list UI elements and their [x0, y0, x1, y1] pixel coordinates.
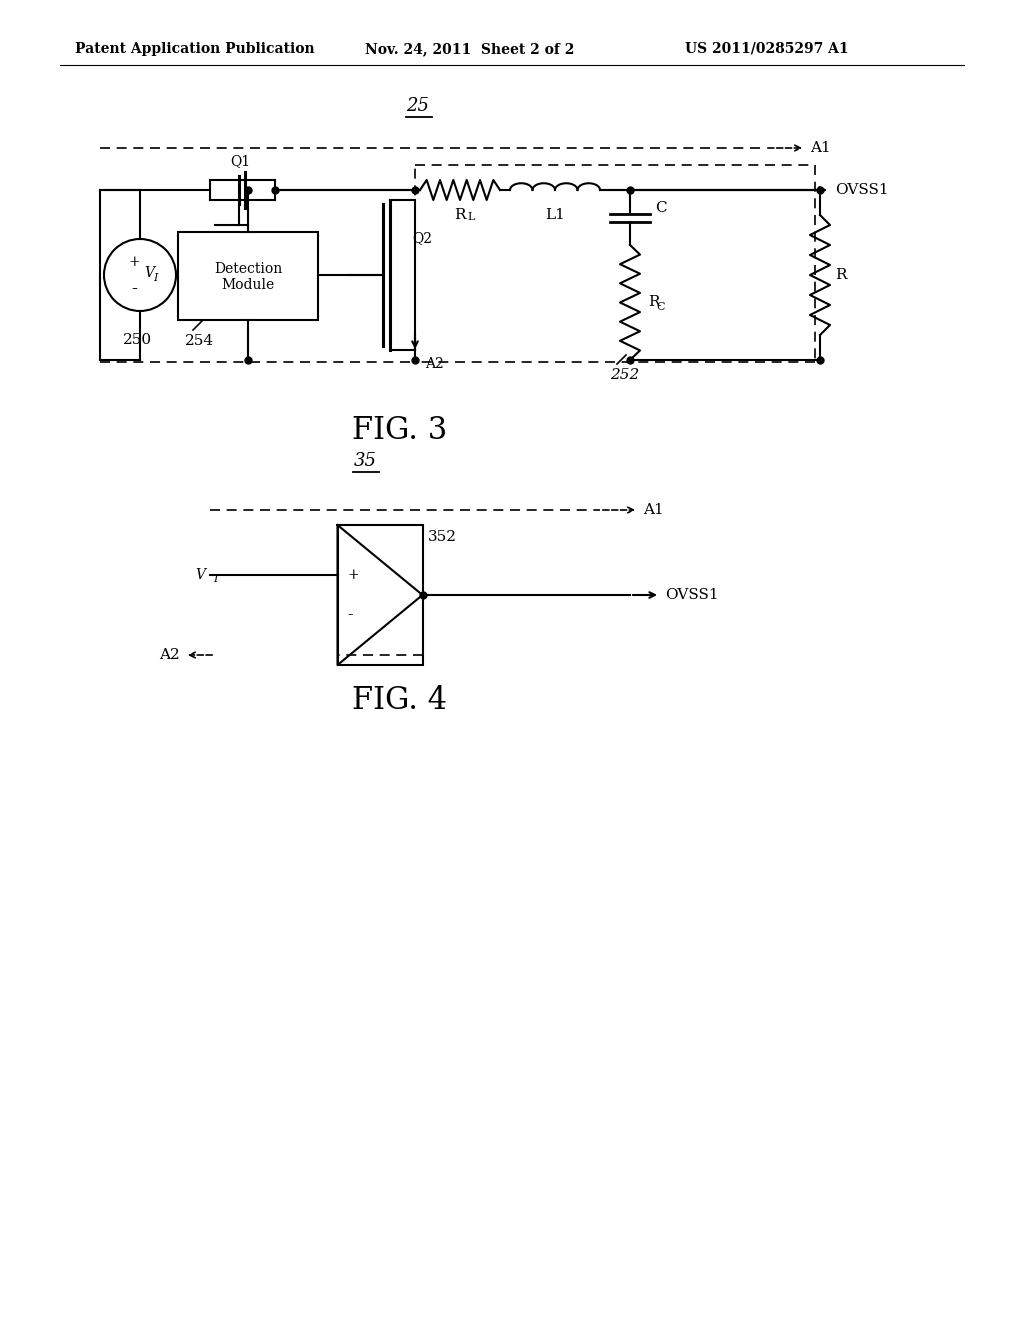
Text: Detection: Detection	[214, 261, 283, 276]
Text: -: -	[131, 280, 137, 298]
Text: Q2: Q2	[412, 231, 432, 246]
Text: +: +	[347, 568, 359, 582]
Text: A1: A1	[643, 503, 664, 517]
Text: US 2011/0285297 A1: US 2011/0285297 A1	[685, 42, 849, 55]
Bar	[178, 232, 318, 319]
Text: -: -	[347, 606, 353, 623]
Text: Patent Application Publication: Patent Application Publication	[75, 42, 314, 55]
Text: V: V	[144, 267, 154, 280]
Text: OVSS1: OVSS1	[835, 183, 889, 197]
Text: I: I	[153, 273, 158, 282]
Text: V: V	[195, 568, 205, 582]
Text: L: L	[467, 213, 474, 222]
Text: A2: A2	[160, 648, 180, 663]
Text: 352: 352	[427, 531, 457, 544]
Text: I: I	[213, 574, 217, 583]
Text: Nov. 24, 2011  Sheet 2 of 2: Nov. 24, 2011 Sheet 2 of 2	[365, 42, 574, 55]
Text: Module: Module	[221, 279, 274, 292]
Text: C: C	[656, 301, 665, 312]
Text: OVSS1: OVSS1	[665, 587, 719, 602]
Text: FIG. 3: FIG. 3	[352, 414, 447, 446]
Text: Q1: Q1	[230, 154, 250, 168]
Text: R: R	[455, 209, 466, 222]
Bar	[338, 525, 423, 665]
Text: +: +	[128, 255, 140, 269]
Text: 254: 254	[185, 334, 215, 348]
Text: R: R	[835, 268, 847, 282]
Text: 250: 250	[124, 333, 153, 347]
Text: R: R	[648, 296, 659, 309]
Text: C: C	[655, 201, 667, 214]
Text: 25: 25	[407, 96, 429, 115]
Text: 252: 252	[610, 368, 640, 381]
Text: A1: A1	[810, 141, 830, 154]
Text: 35: 35	[353, 451, 377, 470]
Text: FIG. 4: FIG. 4	[352, 685, 447, 715]
Text: L1: L1	[545, 209, 565, 222]
Text: A2: A2	[425, 356, 443, 371]
